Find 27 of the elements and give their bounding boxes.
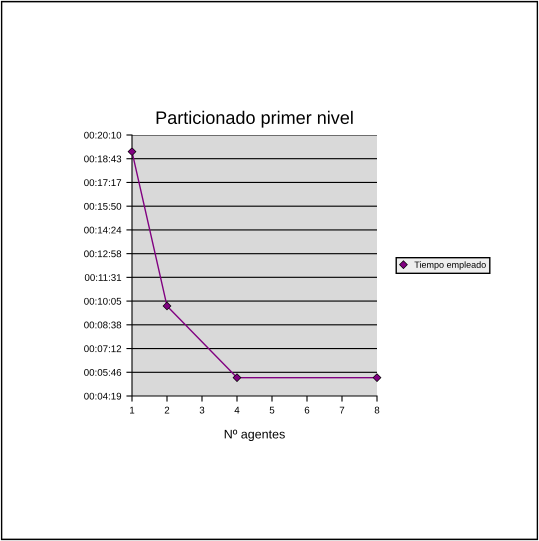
legend-label: Tiempo empleado — [414, 261, 486, 270]
x-axis-title: Nº agentes — [224, 430, 285, 442]
point — [232, 373, 242, 382]
point — [162, 302, 172, 310]
x-tick-label: 1 — [130, 406, 134, 414]
y-tick-label: 00:04:19 — [84, 392, 122, 400]
y-tick-label: 00:17:17 — [84, 179, 122, 186]
y-tick-label: 00:18:43 — [84, 155, 122, 162]
y-tick-label: 00:07:12 — [84, 345, 122, 352]
y-tick-label: 00:12:58 — [84, 250, 122, 258]
x-tick-label: 7 — [340, 406, 344, 414]
point — [128, 147, 136, 156]
y-tick-label: 00:08:38 — [84, 322, 122, 328]
y-tick-label: 00:10:05 — [84, 298, 122, 305]
chart-title: Particionado primer nivel — [156, 110, 353, 128]
y-tick-label: 00:05:46 — [84, 369, 122, 376]
x-tick-label: 3 — [200, 406, 204, 414]
x-tick-label: 6 — [304, 406, 310, 414]
point — [372, 373, 382, 382]
x-tick-label: 4 — [234, 406, 240, 414]
y-tick-label: 00:15:50 — [84, 202, 122, 210]
x-tick-label: 5 — [270, 406, 274, 414]
y-tick-label: 00:20:10 — [84, 132, 122, 139]
x-tick-label: 8 — [374, 406, 380, 414]
y-tick-label: 00:11:31 — [84, 274, 122, 281]
y-tick-label: 00:14:24 — [84, 226, 122, 234]
x-tick-label: 2 — [164, 406, 170, 414]
